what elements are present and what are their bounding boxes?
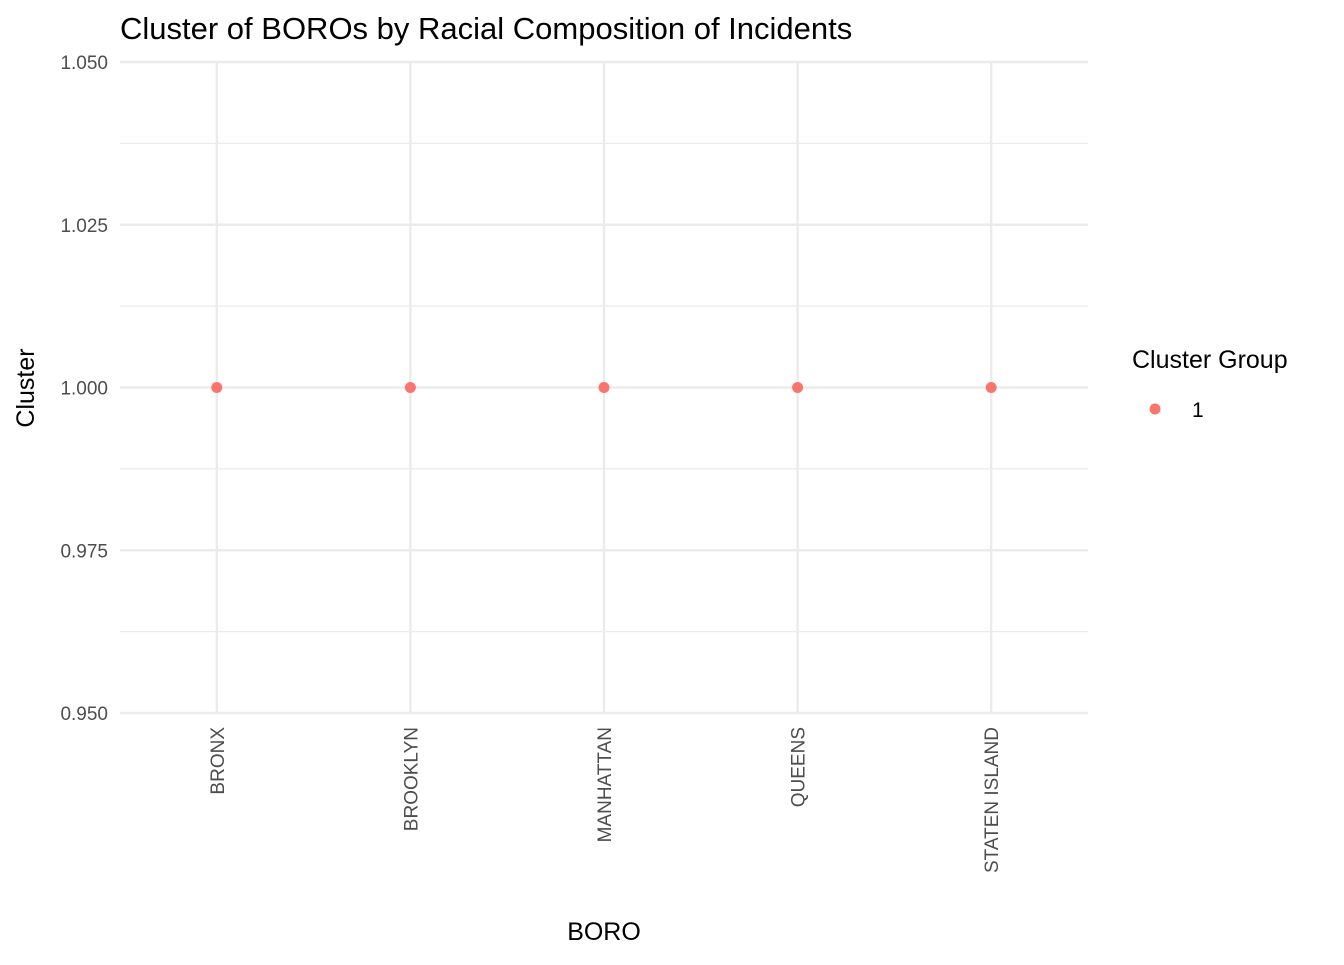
y-tick-label: 1.000 (60, 379, 108, 400)
y-tick-label: 0.975 (60, 541, 108, 562)
data-point (792, 382, 804, 393)
legend-label: 1 (1192, 399, 1204, 422)
data-point (404, 382, 416, 393)
y-tick-label: 1.050 (60, 53, 108, 74)
x-tick-labels: BRONX BROOKLYN MANHATTAN QUEENS STATEN ISLAN… (208, 727, 1003, 873)
y-tick-label: 1.025 (60, 216, 108, 237)
y-tick-labels: 0.950 0.975 1.000 1.025 1.050 (60, 53, 108, 725)
x-tick-label: BROOKLYN (401, 727, 422, 831)
chart-title: Cluster of BOROs by Racial Composition o… (120, 11, 852, 46)
y-tick-label: 0.950 (60, 704, 108, 725)
x-axis-title: BORO (567, 918, 641, 946)
legend-key-marker (1149, 403, 1161, 415)
y-axis-title: Cluster (12, 348, 40, 427)
legend: Cluster Group 1 (1132, 346, 1288, 422)
x-tick-label: BRONX (208, 727, 229, 795)
data-point (598, 382, 610, 393)
points-layer (211, 382, 997, 393)
x-tick-label: MANHATTAN (595, 727, 616, 842)
data-point (985, 382, 997, 393)
data-point (211, 382, 223, 393)
x-tick-label: STATEN ISLAND (982, 727, 1003, 873)
legend-title: Cluster Group (1132, 346, 1288, 374)
x-tick-label: QUEENS (789, 727, 810, 807)
